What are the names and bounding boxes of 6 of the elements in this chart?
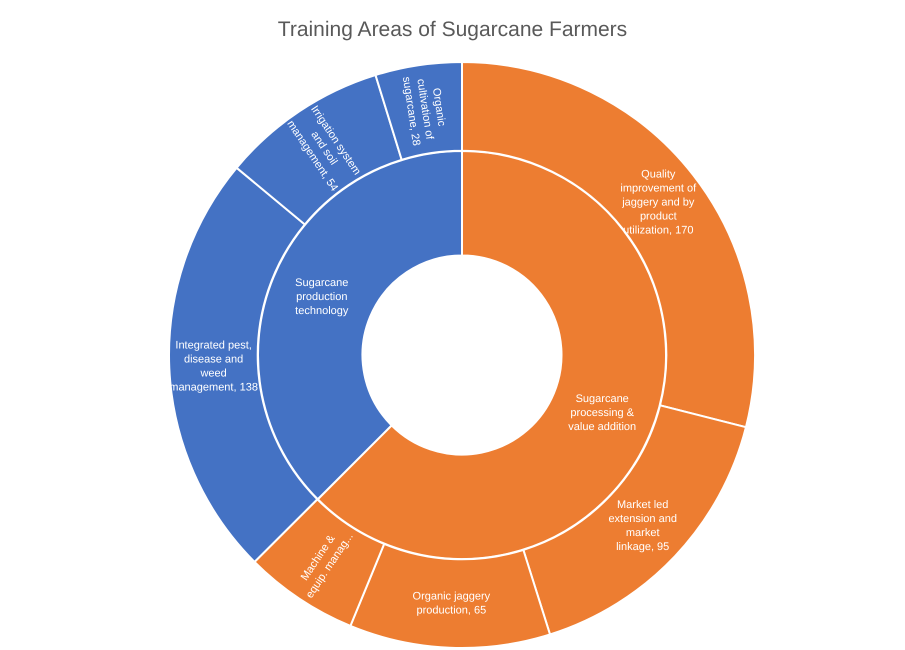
slice-label: Market led extension and market linkage, 95	[608, 498, 677, 553]
slice-label: Sugarcane production technology	[295, 276, 349, 317]
chart-title: Training Areas of Sugarcane Farmers	[276, 18, 628, 42]
slice-label: Organic jaggery production, 65	[412, 590, 491, 616]
slice-label: Sugarcane processing & value addition	[568, 393, 636, 434]
slice-label: Organic cultivation of sugarcane, 28	[400, 76, 448, 147]
